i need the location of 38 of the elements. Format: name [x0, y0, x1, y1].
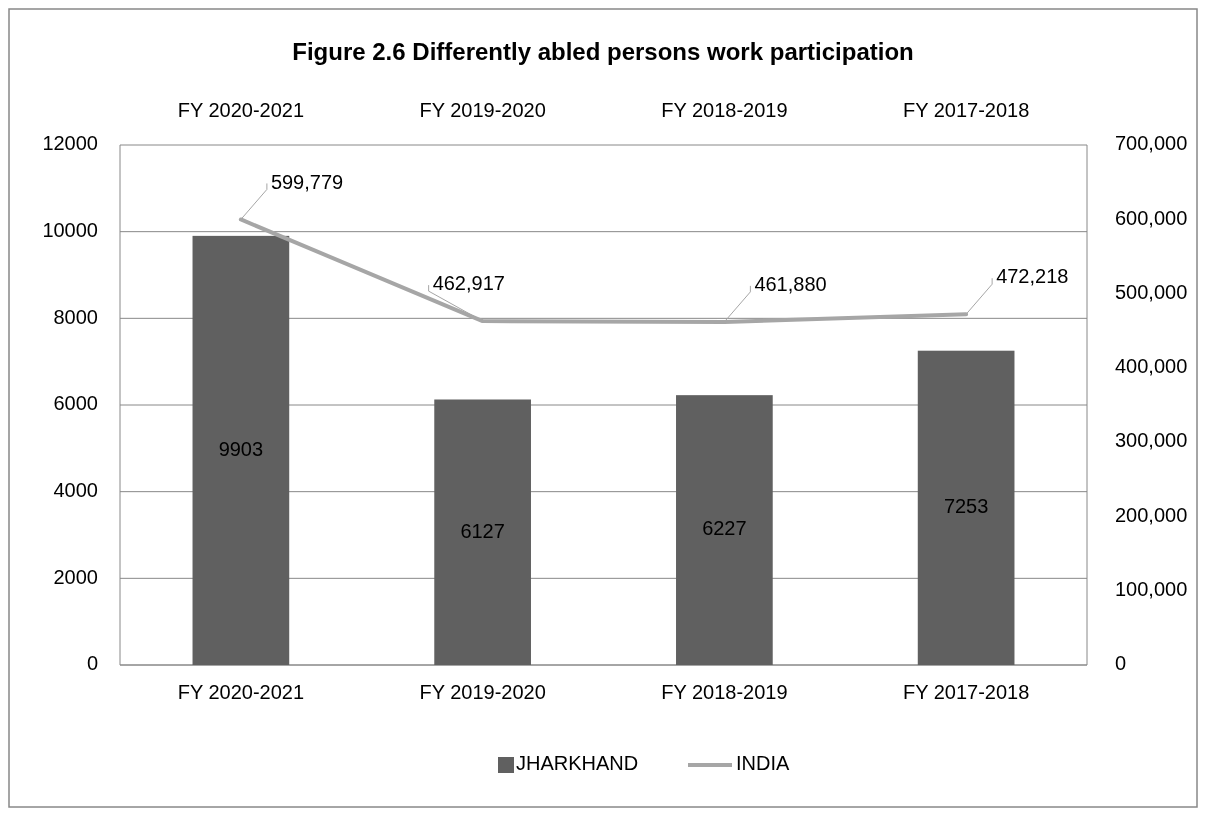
y2-tick-label: 700,000 — [1115, 132, 1188, 155]
category-label: FY 2018-2019 — [661, 99, 788, 121]
y-tick-label: 0 — [86, 652, 98, 675]
y-tick-label: 6000 — [53, 392, 98, 415]
legend-label: JHARKHAND — [516, 752, 639, 775]
data-label: 6227 — [702, 517, 747, 540]
x-tick-label: FY 2018-2019 — [661, 681, 788, 703]
y2-tick-label: 0 — [1115, 652, 1127, 675]
data-label: 9903 — [218, 437, 264, 460]
x-tick-label: FY 2019-2020 — [419, 681, 546, 703]
y2-tick-label: 300,000 — [1115, 429, 1188, 452]
category-label: FY 2019-2020 — [419, 99, 546, 121]
y-tick-label: 2000 — [53, 565, 98, 588]
data-label: 7253 — [943, 495, 989, 518]
y-tick-label: 12000 — [42, 132, 98, 155]
bar — [917, 350, 1015, 665]
y-tick-label: 4000 — [53, 478, 98, 501]
y-tick-label: 8000 — [53, 305, 98, 328]
y-tick-label: 10000 — [42, 218, 98, 241]
y2-tick-label: 600,000 — [1115, 206, 1188, 229]
data-label: 461,880 — [754, 273, 827, 296]
chart-title: Figure 2.6 Differently abled persons work participation — [292, 38, 914, 65]
data-label: 472,218 — [996, 265, 1069, 288]
x-tick-label: FY 2017-2018 — [902, 681, 1030, 703]
data-label: 599,779 — [270, 170, 344, 193]
y2-tick-label: 400,000 — [1115, 355, 1188, 378]
category-label: FY 2020-2021 — [177, 99, 305, 121]
category-label: FY 2017-2018 — [902, 99, 1030, 121]
legend-label: INDIA — [736, 752, 790, 775]
y2-tick-label: 100,000 — [1115, 578, 1188, 600]
data-label: 462,917 — [432, 272, 505, 295]
data-label: 6127 — [460, 519, 505, 542]
bar — [676, 395, 773, 665]
y2-tick-label: 500,000 — [1115, 280, 1188, 303]
bar — [192, 235, 290, 665]
y2-tick-label: 200,000 — [1115, 503, 1188, 526]
bar — [434, 399, 531, 665]
x-tick-label: FY 2020-2021 — [177, 681, 305, 703]
